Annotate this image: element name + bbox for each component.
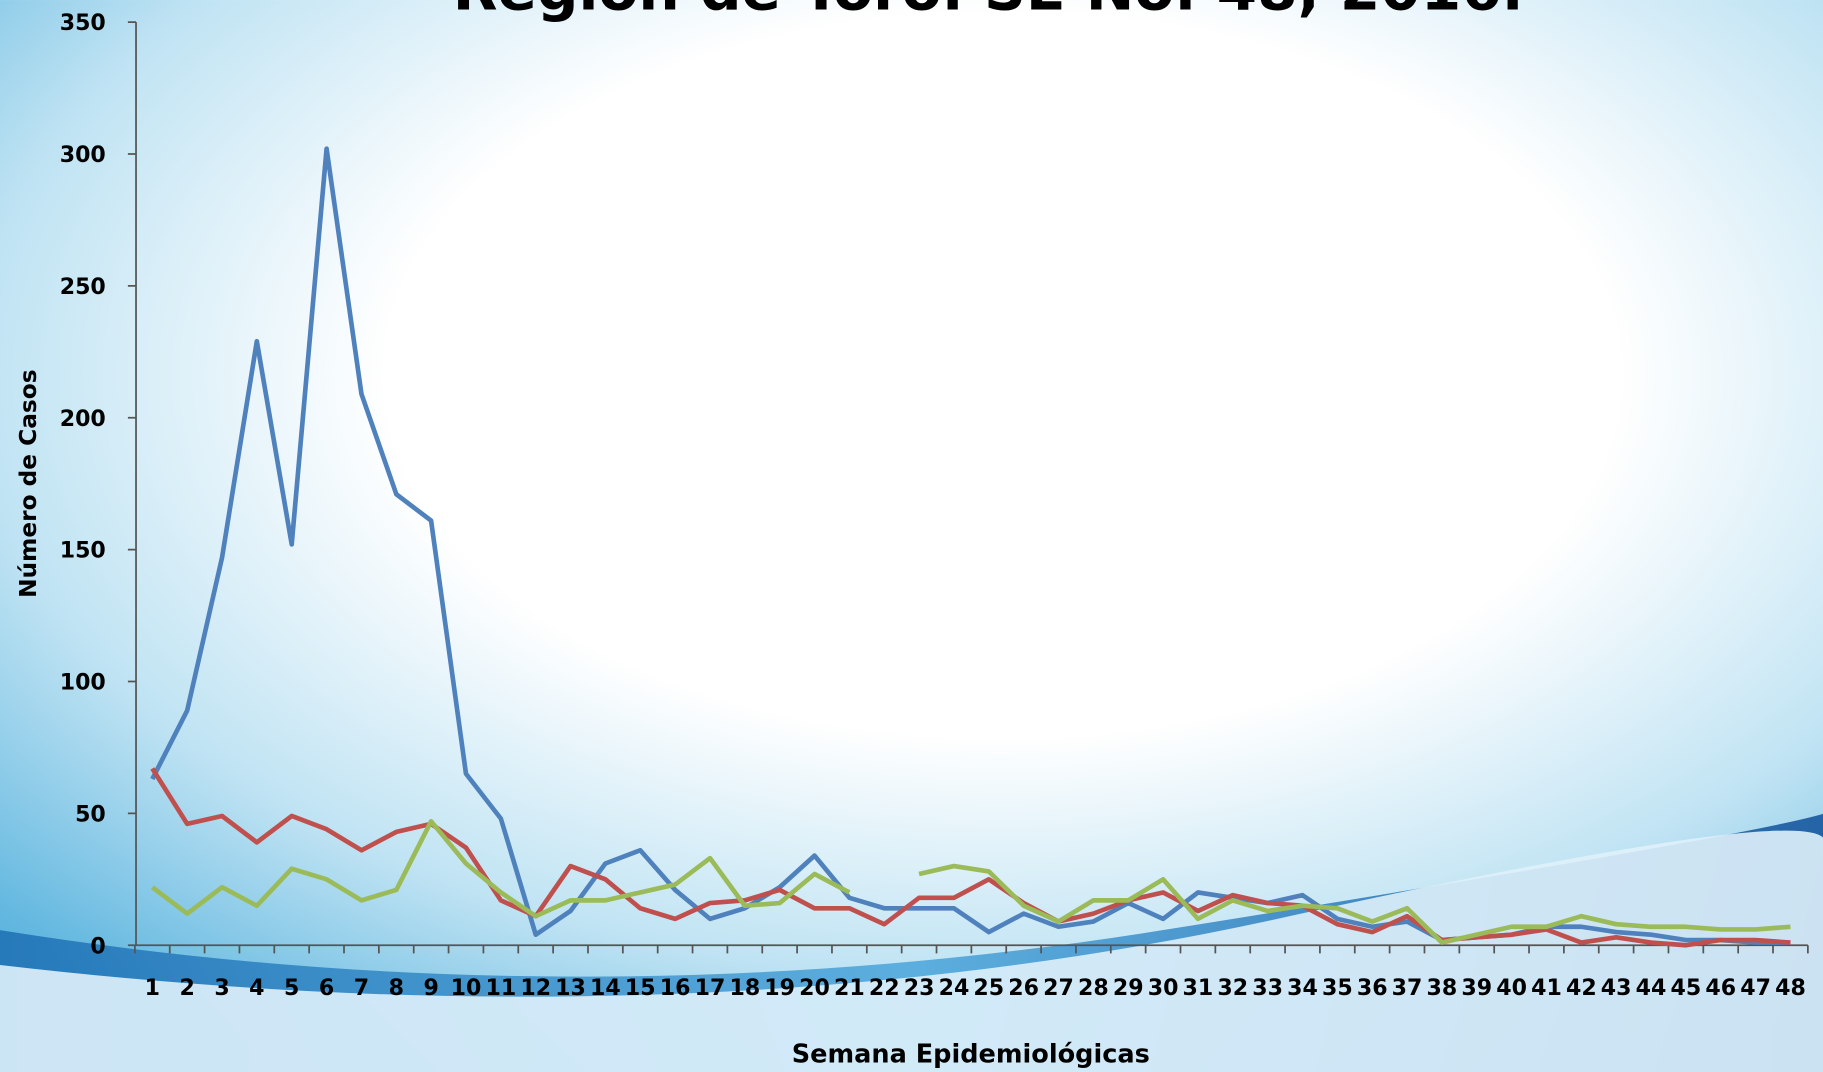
x-tick-label: 27 — [1043, 976, 1074, 1001]
x-tick-label: 47 — [1740, 976, 1771, 1001]
x-tick-label: 36 — [1357, 976, 1388, 1001]
x-tick-label: 24 — [939, 976, 970, 1001]
x-tick-label: 37 — [1392, 976, 1423, 1001]
x-tick-label: 22 — [869, 976, 900, 1001]
x-tick-label: 32 — [1217, 976, 1248, 1001]
x-tick-label: 38 — [1427, 976, 1458, 1001]
x-tick-label: 29 — [1113, 976, 1144, 1001]
x-tick-label: 4 — [249, 976, 264, 1001]
series-line — [150, 767, 1791, 948]
series-line — [150, 818, 1791, 945]
x-tick-label: 15 — [625, 976, 656, 1001]
y-tick-label: 350 — [60, 11, 106, 36]
y-tick-label: 300 — [60, 143, 106, 168]
x-tick-label: 45 — [1671, 976, 1702, 1001]
x-tick-label: 6 — [319, 976, 334, 1001]
y-axis-label: Número de Casos — [15, 369, 42, 597]
x-tick-label: 12 — [520, 976, 551, 1001]
x-tick-label: 17 — [695, 976, 726, 1001]
x-tick-label: 5 — [284, 976, 299, 1001]
x-tick-label: 2 — [179, 976, 194, 1001]
x-tick-label: 35 — [1322, 976, 1353, 1001]
x-tick-label: 26 — [1008, 976, 1039, 1001]
x-tick-label: 11 — [485, 976, 516, 1001]
x-tick-label: 21 — [834, 976, 865, 1001]
x-tick-label: 9 — [423, 976, 438, 1001]
y-tick-label: 250 — [60, 275, 106, 300]
x-tick-label: 39 — [1461, 976, 1492, 1001]
x-tick-label: 34 — [1287, 976, 1318, 1001]
y-tick-label: 100 — [60, 671, 106, 696]
x-axis-label: Semana Epidemiológicas — [792, 1040, 1150, 1070]
x-tick-label: 3 — [214, 976, 229, 1001]
swoosh-light — [0, 830, 1823, 1072]
x-tick-label: 16 — [660, 976, 691, 1001]
x-tick-label: 43 — [1601, 976, 1632, 1001]
x-tick-label: 20 — [799, 976, 830, 1001]
x-tick-label: 44 — [1636, 976, 1667, 1001]
x-tick-label: 10 — [451, 976, 482, 1001]
y-tick-label: 150 — [60, 539, 106, 564]
chart-title: Región de Toro. SE No. 48, 2016. — [453, 0, 1524, 23]
x-tick-label: 30 — [1148, 976, 1179, 1001]
x-tick-label: 14 — [590, 976, 621, 1001]
x-tick-label: 33 — [1252, 976, 1283, 1001]
x-tick-label: 23 — [904, 976, 935, 1001]
x-tick-label: 25 — [973, 976, 1004, 1001]
x-tick-label: 28 — [1078, 976, 1109, 1001]
x-tick-label: 8 — [389, 976, 404, 1001]
x-tick-label: 40 — [1496, 976, 1527, 1001]
y-tick-label: 200 — [60, 407, 106, 432]
y-tick-label: 50 — [75, 803, 106, 828]
x-tick-label: 48 — [1775, 976, 1806, 1001]
x-tick-label: 1 — [145, 976, 160, 1001]
x-tick-label: 41 — [1531, 976, 1562, 1001]
x-tick-label: 18 — [729, 976, 760, 1001]
x-tick-label: 42 — [1566, 976, 1597, 1001]
y-tick-label: 0 — [90, 934, 105, 959]
x-tick-label: 19 — [764, 976, 795, 1001]
x-tick-label: 7 — [354, 976, 369, 1001]
x-tick-label: 13 — [555, 976, 586, 1001]
x-tick-label: 31 — [1183, 976, 1214, 1001]
x-tick-label: 46 — [1705, 976, 1736, 1001]
